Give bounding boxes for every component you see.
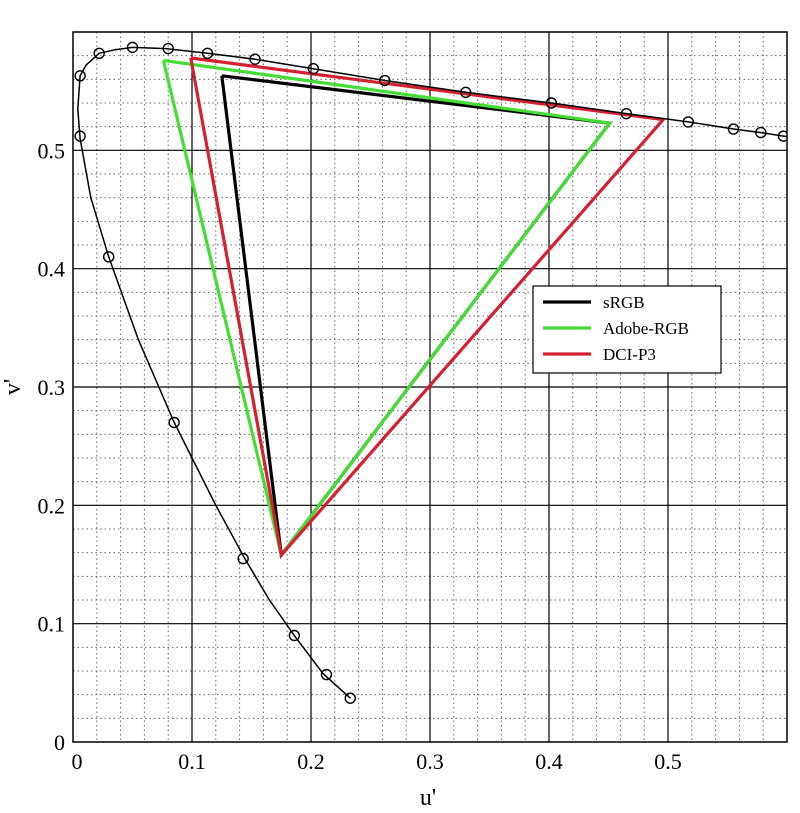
locus-marker (727, 123, 740, 135)
spectral-locus (74, 41, 787, 704)
locus-marker (620, 107, 633, 120)
x-axis-label: u' (420, 785, 436, 811)
locus-marker (93, 47, 105, 59)
y-tick-label: 0 (54, 730, 65, 755)
y-tick-label: 0.2 (38, 493, 66, 518)
y-tick-label: 0.1 (38, 612, 66, 637)
x-tick-label: 0.1 (178, 749, 206, 774)
locus-marker (344, 692, 356, 704)
y-tick-label: 0.4 (38, 257, 66, 282)
x-tick-label: 0.2 (297, 749, 325, 774)
locus-marker (307, 62, 320, 75)
locus-marker (102, 251, 115, 263)
locus-marker (168, 416, 180, 429)
legend-label: DCI-P3 (603, 345, 656, 364)
locus-marker (74, 70, 86, 82)
locus-group (74, 41, 787, 704)
locus-marker (126, 41, 139, 54)
locus-marker (682, 116, 694, 128)
locus-marker (320, 668, 333, 681)
locus-marker (777, 130, 787, 142)
locus-marker (288, 629, 301, 642)
locus-curve (77, 46, 787, 699)
x-tick-label: 0.4 (535, 749, 563, 774)
y-axis-label: v' (0, 379, 26, 395)
plot-frame (72, 31, 788, 743)
gamut-triangles (161, 56, 667, 560)
x-tick-label: 0 (72, 749, 83, 774)
locus-marker (237, 552, 249, 565)
locus-marker (74, 130, 86, 142)
y-tick-label: 0.5 (38, 138, 66, 163)
x-tick-label: 0.3 (416, 749, 444, 774)
locus-marker (545, 97, 558, 109)
legend-label: Adobe-RGB (603, 319, 689, 338)
y-tick-label: 0.3 (38, 375, 66, 400)
locus-marker (379, 74, 391, 87)
locus-marker (460, 86, 472, 99)
legend-label: sRGB (603, 293, 645, 312)
locus-marker (201, 47, 214, 59)
x-tick-labels: 0 0.1 0.2 0.3 0.4 0.5 (72, 749, 682, 774)
locus-marker (249, 53, 261, 65)
gamut-dci-p3 (189, 56, 667, 559)
locus-marker (162, 42, 174, 55)
x-tick-label: 0.5 (654, 749, 682, 774)
gamut-adobe-rgb (161, 58, 613, 559)
y-tick-labels: 0 0.1 0.2 0.3 0.4 0.5 (38, 138, 66, 755)
locus-marker (755, 126, 767, 139)
legend: sRGB Adobe-RGB DCI-P3 (532, 285, 722, 374)
